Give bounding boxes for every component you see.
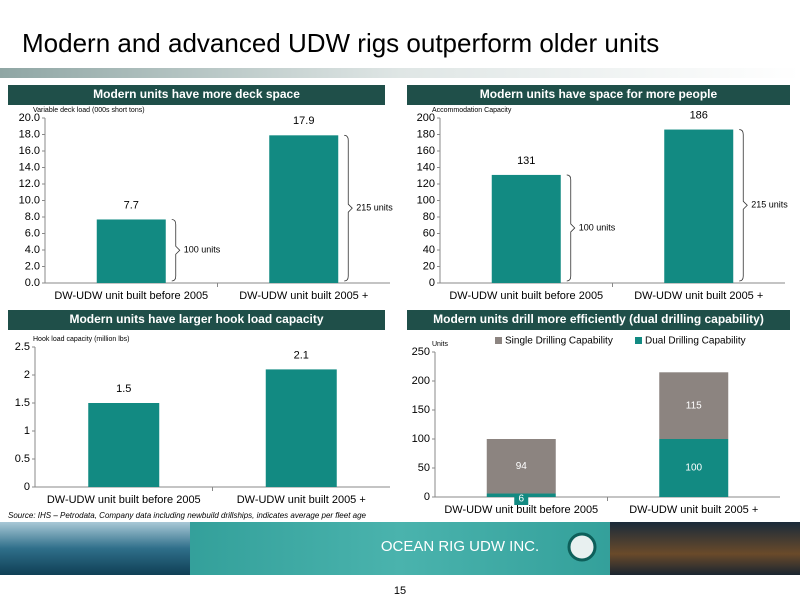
bracket xyxy=(171,219,181,282)
legend-swatch xyxy=(635,337,642,344)
y-tick-label: 180 xyxy=(417,128,435,140)
bar xyxy=(88,403,160,487)
y-tick-label: 1.5 xyxy=(15,397,30,409)
x-tick-label: DW-UDW unit built before 2005 xyxy=(444,504,598,516)
value-label: 186 xyxy=(690,109,708,121)
bar xyxy=(269,135,339,283)
y-tick-label: 50 xyxy=(418,462,430,474)
y-tick-label: 0 xyxy=(429,277,435,289)
y-tick-label: 200 xyxy=(417,112,435,124)
bar xyxy=(96,219,166,283)
bracket xyxy=(739,129,748,282)
x-tick-label: DW-UDW unit built 2005 + xyxy=(629,504,758,516)
y-tick-label: 2 xyxy=(24,369,30,381)
y-tick-label: 0.0 xyxy=(25,277,40,289)
x-tick-label: DW-UDW unit built before 2005 xyxy=(47,494,201,506)
annotation: 215 units xyxy=(356,203,393,213)
x-tick-label: DW-UDW unit built 2005 + xyxy=(237,494,366,506)
y-tick-label: 40 xyxy=(423,244,435,256)
panel-header xyxy=(407,85,790,105)
y-tick-label: 150 xyxy=(412,404,430,416)
value-label: 17.9 xyxy=(293,115,314,127)
value-label: 7.7 xyxy=(124,199,139,211)
y-tick-label: 0 xyxy=(424,491,430,503)
bar xyxy=(664,129,734,283)
panel-title: Modern units have space for more people xyxy=(480,87,718,101)
y-tick-label: 120 xyxy=(417,178,435,190)
value-label: 115 xyxy=(686,400,702,411)
legend-swatch xyxy=(495,337,502,344)
y-tick-label: 60 xyxy=(423,227,435,239)
y-tick-label: 80 xyxy=(423,211,435,223)
panel-header xyxy=(407,310,790,330)
panel-title: Modern units have larger hook load capac… xyxy=(69,312,323,326)
y-tick-label: 8.0 xyxy=(25,211,40,223)
x-tick-label: DW-UDW unit built 2005 + xyxy=(634,290,763,302)
y-tick-label: 10.0 xyxy=(19,194,40,206)
logo xyxy=(567,532,597,562)
x-tick-label: DW-UDW unit built 2005 + xyxy=(239,290,368,302)
y-tick-label: 160 xyxy=(417,145,435,157)
y-tick-label: 16.0 xyxy=(19,145,40,157)
value-label: 100 xyxy=(685,463,702,474)
panel-title: Modern units drill more efficiently (dua… xyxy=(433,312,764,326)
y-axis-label: Hook load capacity (million lbs) xyxy=(33,336,129,343)
bracket xyxy=(566,174,576,282)
y-tick-label: 200 xyxy=(412,375,430,387)
legend-label: Single Drilling Capability xyxy=(505,336,613,347)
y-axis-label: Variable deck load (000s short tons) xyxy=(33,107,145,114)
y-tick-label: 20.0 xyxy=(19,112,40,124)
y-tick-label: 4.0 xyxy=(25,244,40,256)
y-tick-label: 140 xyxy=(417,161,435,173)
annotation: 215 units xyxy=(751,200,788,210)
value-label-box xyxy=(514,493,529,505)
bar-segment xyxy=(659,439,729,497)
footer-text: OCEAN RIG UDW INC. xyxy=(381,538,539,555)
y-tick-label: 250 xyxy=(412,346,430,358)
value-label: 131 xyxy=(517,155,535,167)
y-tick-label: 2.5 xyxy=(15,341,30,353)
y-tick-label: 2.0 xyxy=(25,260,40,272)
value-label: 1.5 xyxy=(116,383,131,395)
footer-image xyxy=(610,522,800,575)
y-tick-label: 1 xyxy=(24,425,30,437)
value-label: 2.1 xyxy=(294,349,309,361)
panel-header xyxy=(8,310,385,330)
y-tick-label: 100 xyxy=(412,433,430,445)
bracket xyxy=(344,134,353,282)
y-tick-label: 18.0 xyxy=(19,128,40,140)
annotation: 100 units xyxy=(184,245,221,255)
page-number: 15 xyxy=(394,585,406,597)
bar xyxy=(491,174,561,283)
value-label: 6 xyxy=(518,494,524,505)
title-strip xyxy=(0,68,800,78)
y-axis-label: Accommodation Capacity xyxy=(432,107,512,114)
y-tick-label: 6.0 xyxy=(25,227,40,239)
source: Source: IHS – Petrodata, Company data in… xyxy=(8,511,367,520)
panel-title: Modern units have more deck space xyxy=(93,87,300,101)
x-tick-label: DW-UDW unit built before 2005 xyxy=(54,290,208,302)
x-tick-label: DW-UDW unit built before 2005 xyxy=(449,290,603,302)
bar xyxy=(265,369,337,487)
y-tick-label: 12.0 xyxy=(19,178,40,190)
bar-segment xyxy=(486,439,556,494)
panel-header xyxy=(8,85,385,105)
legend-label: Dual Drilling Capability xyxy=(645,336,746,347)
y-axis-label: Units xyxy=(432,341,448,348)
slide-title: Modern and advanced UDW rigs outperform … xyxy=(22,28,659,58)
y-tick-label: 100 xyxy=(417,194,435,206)
value-label: 94 xyxy=(516,461,528,472)
annotation: 100 units xyxy=(579,222,616,232)
y-tick-label: 0.5 xyxy=(15,453,30,465)
y-tick-label: 20 xyxy=(423,260,435,272)
footer-image xyxy=(0,522,190,575)
bar-segment xyxy=(659,372,729,439)
y-tick-label: 0 xyxy=(24,481,30,493)
y-tick-label: 14.0 xyxy=(19,161,40,173)
